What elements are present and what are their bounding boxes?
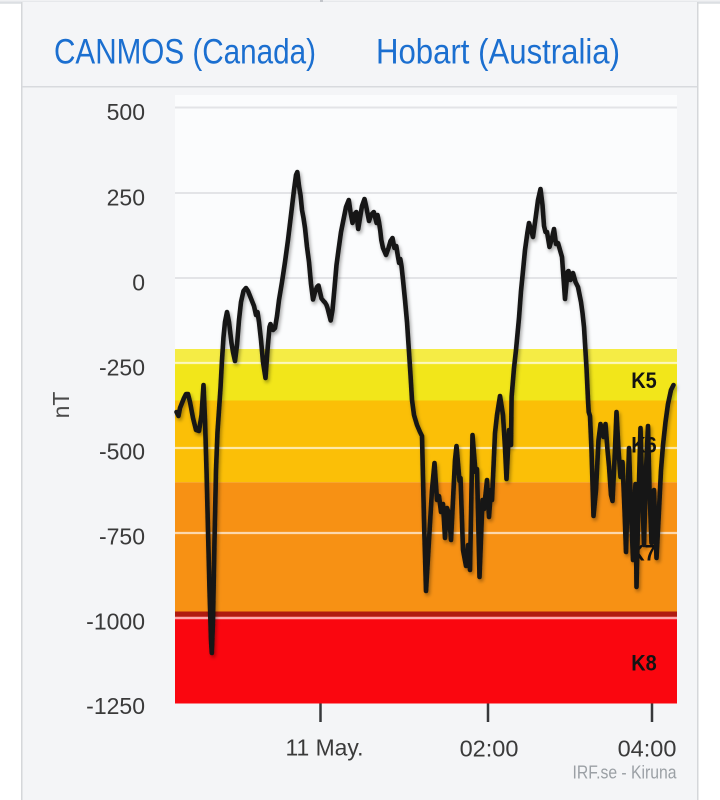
svg-text:11 May.: 11 May. <box>286 735 364 761</box>
svg-text:-250: -250 <box>99 355 145 381</box>
svg-text:IRF.se - Kiruna: IRF.se - Kiruna <box>573 763 678 783</box>
svg-text:04:00: 04:00 <box>618 736 677 762</box>
svg-text:-1250: -1250 <box>86 693 145 719</box>
svg-text:nT: nT <box>48 392 74 419</box>
svg-text:-500: -500 <box>99 439 145 465</box>
svg-text:CANMOS (Canada): CANMOS (Canada) <box>54 33 316 72</box>
svg-text:Hobart (Australia): Hobart (Australia) <box>376 33 620 72</box>
svg-text:500: 500 <box>107 99 145 125</box>
svg-text:02:00: 02:00 <box>460 736 519 762</box>
svg-text:K8: K8 <box>631 651 657 676</box>
svg-text:250: 250 <box>107 185 145 211</box>
svg-text:-750: -750 <box>99 524 145 550</box>
svg-text:0: 0 <box>132 270 145 296</box>
svg-text:K6: K6 <box>631 433 657 458</box>
svg-text:K5: K5 <box>631 368 657 393</box>
svg-text:-1000: -1000 <box>86 609 145 635</box>
